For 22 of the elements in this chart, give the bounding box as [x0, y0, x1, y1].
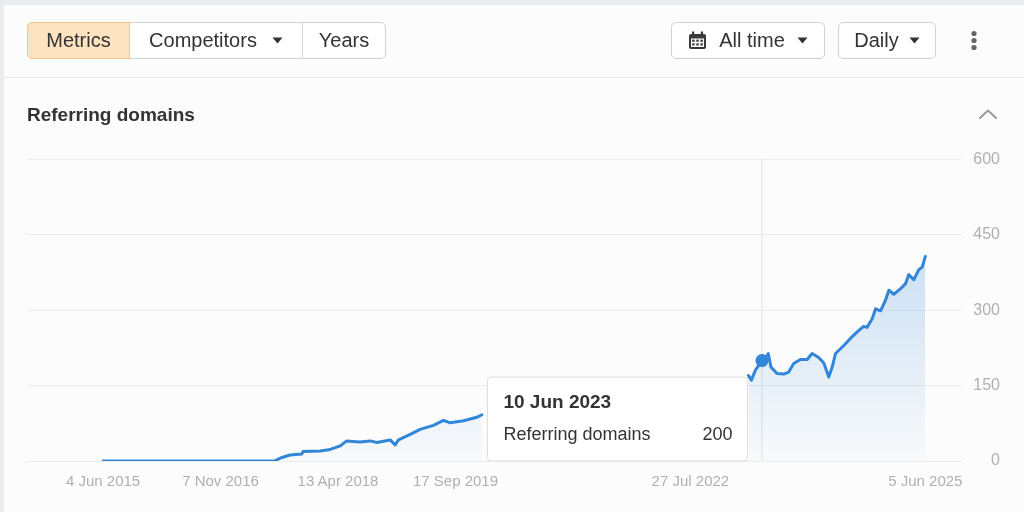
dropdown-button[interactable]: Competitors: [129, 22, 303, 59]
x-tick-label: 13 Apr 2018: [297, 472, 379, 490]
chevron-up-icon[interactable]: [978, 108, 998, 120]
y-tick-label: 600: [973, 150, 1001, 168]
x-tick-label: 7 Nov 2016: [182, 472, 259, 490]
dropdown-button[interactable]: Daily: [838, 22, 936, 59]
toggle-button[interactable]: Years: [302, 22, 386, 59]
toggle-button[interactable]: Metrics: [27, 22, 130, 59]
annotation: Referring domains: [503, 423, 651, 444]
x-tick-label: 5 Jun 2025: [888, 472, 963, 490]
y-tick-label: 300: [973, 300, 1001, 318]
annotation: 10 Jun 2023: [503, 391, 612, 413]
chart-title: Referring domains: [27, 103, 195, 127]
y-tick-label: 0: [991, 451, 1001, 469]
x-tick-label: 27 Jul 2022: [651, 472, 730, 490]
x-tick-label: 4 Jun 2015: [65, 472, 141, 490]
y-tick-label: 150: [973, 376, 1001, 394]
dropdown-button[interactable]: All time: [671, 22, 825, 59]
y-tick-label: 450: [973, 225, 1001, 243]
annotation: 200: [702, 423, 733, 444]
vertical-ellipsis-icon[interactable]: [970, 30, 978, 51]
x-tick-label: 17 Sep 2019: [412, 472, 498, 490]
